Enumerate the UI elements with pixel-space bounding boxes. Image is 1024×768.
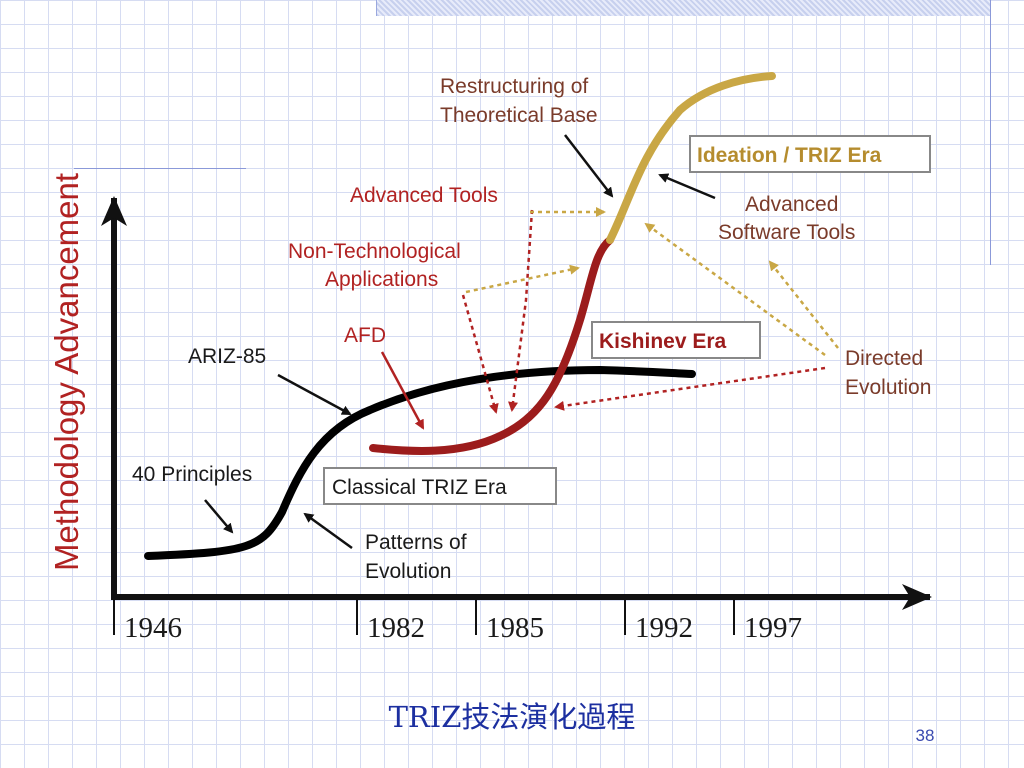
arrow-patterns xyxy=(303,512,353,550)
page-number: 38 xyxy=(915,726,935,745)
label-directed-line1: Directed xyxy=(845,347,923,370)
x-tick-1997: 1997 xyxy=(744,612,802,644)
label-restructuring-line1: Restructuring of xyxy=(440,75,588,98)
ideation-curve xyxy=(606,72,776,244)
slide-title: TRIZ技法演化過程 xyxy=(388,700,636,734)
x-axis-tick-marks xyxy=(113,600,735,635)
arrow-advanced-tools-down xyxy=(508,209,534,412)
x-tick-1982: 1982 xyxy=(367,612,425,644)
arrow-afd xyxy=(380,351,425,430)
label-restructuring-line2: Theoretical Base xyxy=(440,104,598,127)
arrow-restructuring xyxy=(564,134,614,198)
ideation-era-box xyxy=(689,135,931,173)
y-axis-label: Methodology Advancement xyxy=(48,173,85,571)
kishinev-curve xyxy=(369,236,614,455)
kishinev-era-label: Kishinev Era xyxy=(599,330,727,353)
label-advanced-tools: Advanced Tools xyxy=(350,184,498,207)
label-ariz-85: ARIZ-85 xyxy=(188,345,266,368)
arrow-directed-to-kishinev xyxy=(554,366,826,411)
arrow-non-tech-down xyxy=(461,294,499,414)
label-patterns-line2: Evolution xyxy=(365,560,451,583)
label-software-line2: Software Tools xyxy=(718,221,855,244)
decorative-right-line xyxy=(990,0,991,265)
label-patterns-line1: Patterns of xyxy=(365,531,467,554)
arrow-directed-to-ideation xyxy=(644,222,826,357)
arrow-non-tech-gold xyxy=(465,264,580,294)
label-40-principles: 40 Principles xyxy=(132,463,252,486)
ideation-era-label: Ideation / TRIZ Era xyxy=(697,144,882,167)
classical-triz-curve xyxy=(144,365,696,560)
label-afd: AFD xyxy=(344,324,386,347)
arrow-directed-to-software xyxy=(768,260,839,349)
triz-evolution-diagram: 1946 1982 1985 1992 1997 Methodology Adv… xyxy=(48,72,932,644)
x-tick-1992: 1992 xyxy=(635,612,693,644)
label-non-tech-line2: Applications xyxy=(325,268,438,291)
label-software-line1: Advanced xyxy=(745,193,838,216)
decorative-left-line xyxy=(74,168,246,169)
decorative-top-band xyxy=(376,0,991,16)
classical-era-label: Classical TRIZ Era xyxy=(332,476,507,499)
arrow-ariz-85 xyxy=(277,373,352,416)
kishinev-era-box xyxy=(591,321,761,359)
arrow-40-principles xyxy=(204,499,234,534)
label-directed-line2: Evolution xyxy=(845,376,931,399)
x-tick-1946: 1946 xyxy=(124,612,182,644)
classical-era-box xyxy=(323,467,557,505)
label-non-tech-line1: Non-Technological xyxy=(288,240,461,263)
x-tick-1985: 1985 xyxy=(486,612,544,644)
arrow-software-tools xyxy=(658,173,716,200)
